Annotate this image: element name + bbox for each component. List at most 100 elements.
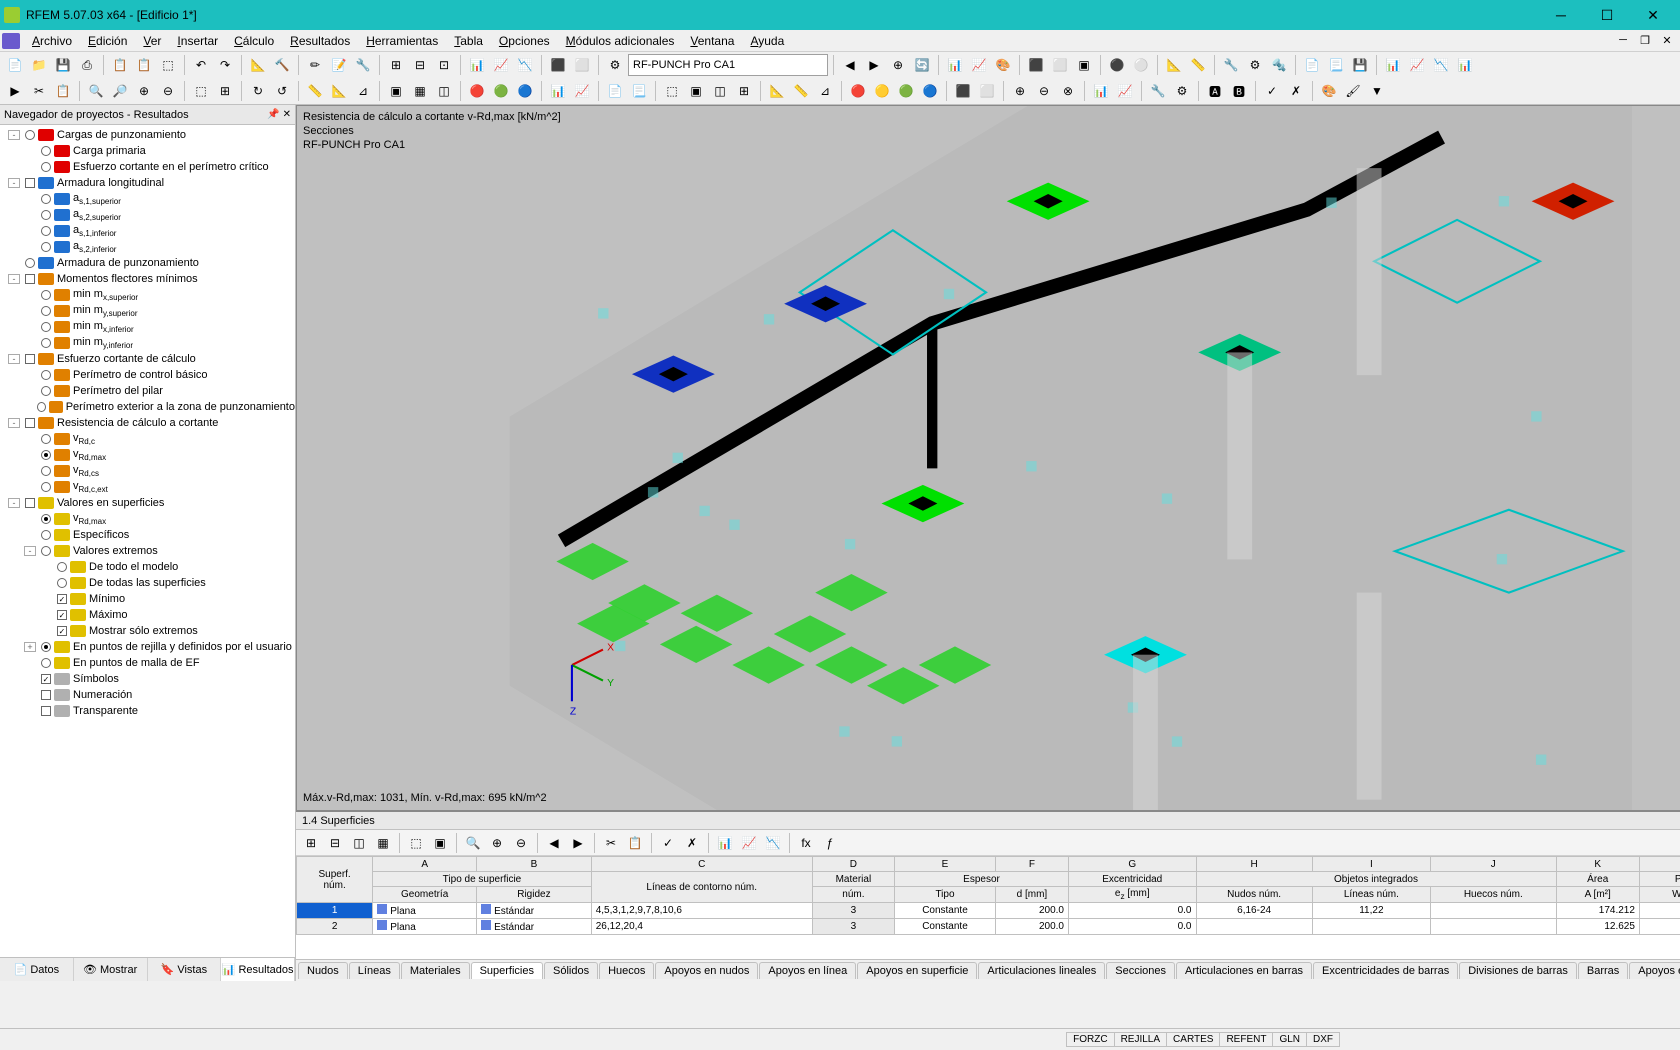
tree-item[interactable]: -Resistencia de cálculo a cortante	[0, 415, 295, 431]
toolbar-button[interactable]: 🔩	[1268, 54, 1290, 76]
menu-archivo[interactable]: Archivo	[24, 32, 80, 50]
toolbar-button[interactable]: ↶	[190, 54, 212, 76]
toolbar-button[interactable]: ⊟	[409, 54, 431, 76]
toolbar-button[interactable]: ⬚	[157, 54, 179, 76]
status-cell-gln[interactable]: GLN	[1272, 1032, 1307, 1047]
tree-item[interactable]: vRd,cs	[0, 463, 295, 479]
tree-item[interactable]: min my,inferior	[0, 335, 295, 351]
sheet-tab-apoyos-elásticos-en-barra[interactable]: Apoyos elásticos en barra	[1629, 962, 1680, 979]
table-toolbar-button[interactable]: fx	[795, 832, 817, 854]
tree-item[interactable]: Mínimo	[0, 591, 295, 607]
tree-item[interactable]: -Esfuerzo cortante de cálculo	[0, 351, 295, 367]
toolbar-button[interactable]: 🟢	[895, 80, 917, 102]
toolbar-button[interactable]: 📊	[466, 54, 488, 76]
toolbar-button[interactable]: ⊖	[1033, 80, 1055, 102]
toolbar-button[interactable]: 📊	[1090, 80, 1112, 102]
tree-item[interactable]: min mx,superior	[0, 287, 295, 303]
menu-tabla[interactable]: Tabla	[446, 32, 491, 50]
toolbar-button[interactable]: 📊	[1454, 54, 1476, 76]
toolbar-button[interactable]: ↷	[214, 54, 236, 76]
mdi-restore-button[interactable]: ❐	[1634, 34, 1656, 47]
toolbar-button[interactable]: 📋	[52, 80, 74, 102]
data-grid[interactable]: Superf.núm.ABCDEFGHIJKLMTipo de superfic…	[296, 856, 1680, 959]
mdi-close-button[interactable]: ✕	[1656, 34, 1678, 47]
table-toolbar-button[interactable]: ⊟	[324, 832, 346, 854]
toolbar-button[interactable]: ⊞	[385, 54, 407, 76]
toolbar-button[interactable]: 📉	[1430, 54, 1452, 76]
tree-item[interactable]: -Cargas de punzonamiento	[0, 127, 295, 143]
sheet-tab-nudos[interactable]: Nudos	[298, 962, 348, 979]
toolbar-button[interactable]: ◫	[709, 80, 731, 102]
toolbar-button[interactable]: 📄	[4, 54, 26, 76]
table-toolbar-button[interactable]: ▦	[372, 832, 394, 854]
viewport-3d[interactable]: XYZ Resistencia de cálculo a cortante v-…	[296, 105, 1680, 811]
minimize-button[interactable]: ─	[1538, 0, 1584, 30]
pin-icon[interactable]: 📌 ✕	[267, 109, 291, 120]
menu-cálculo[interactable]: Cálculo	[226, 32, 282, 50]
toolbar-button[interactable]: ✓	[1261, 80, 1283, 102]
toolbar-button[interactable]: ⊿	[352, 80, 374, 102]
sheet-tab-apoyos-en-superficie[interactable]: Apoyos en superficie	[857, 962, 977, 979]
tree-item[interactable]: Transparente	[0, 703, 295, 719]
tree-item[interactable]: Perímetro de control básico	[0, 367, 295, 383]
toolbar-button[interactable]: ▦	[409, 80, 431, 102]
toolbar-button[interactable]: 🔴	[847, 80, 869, 102]
toolbar-button[interactable]: 📝	[328, 54, 350, 76]
toolbar-button[interactable]: ⎙	[76, 54, 98, 76]
toolbar-button[interactable]: 💾	[1349, 54, 1371, 76]
tree-item[interactable]: Numeración	[0, 687, 295, 703]
toolbar-button[interactable]: 📊	[1382, 54, 1404, 76]
table-toolbar-button[interactable]: 📉	[762, 832, 784, 854]
toolbar-button[interactable]: 📃	[1325, 54, 1347, 76]
toolbar-button[interactable]: 🟡	[871, 80, 893, 102]
toolbar-button[interactable]: ⬚	[661, 80, 683, 102]
toolbar-button[interactable]: ⚙	[1244, 54, 1266, 76]
sheet-tab-sólidos[interactable]: Sólidos	[544, 962, 598, 979]
menu-opciones[interactable]: Opciones	[491, 32, 558, 50]
toolbar-button[interactable]: ↺	[271, 80, 293, 102]
maximize-button[interactable]: ☐	[1584, 0, 1630, 30]
table-toolbar-button[interactable]: ▣	[429, 832, 451, 854]
toolbar-button[interactable]: ⬚	[190, 80, 212, 102]
table-toolbar-button[interactable]: 🔍	[462, 832, 484, 854]
toolbar-button[interactable]: 📐	[1163, 54, 1185, 76]
toolbar-button[interactable]: 📈	[1406, 54, 1428, 76]
menu-ver[interactable]: Ver	[135, 32, 169, 50]
toolbar-button[interactable]: 🔍	[85, 80, 107, 102]
sheet-tab-divisiones-de-barras[interactable]: Divisiones de barras	[1459, 962, 1577, 979]
toolbar-button[interactable]: 📄	[1301, 54, 1323, 76]
toolbar-button[interactable]: 🖌	[1342, 80, 1364, 102]
toolbar-button[interactable]: 📊	[547, 80, 569, 102]
toolbar-button[interactable]: 📊	[944, 54, 966, 76]
toolbar-button[interactable]: ▣	[1073, 54, 1095, 76]
table-toolbar-button[interactable]: ◀	[543, 832, 565, 854]
toolbar-button[interactable]: 🔵	[514, 80, 536, 102]
toolbar-button[interactable]: ⬛	[1025, 54, 1047, 76]
toolbar-button[interactable]: ⊕	[133, 80, 155, 102]
tree-item[interactable]: as,1,superior	[0, 191, 295, 207]
tree-item[interactable]: as,1,inferior	[0, 223, 295, 239]
table-toolbar-button[interactable]: ◫	[348, 832, 370, 854]
menu-herramientas[interactable]: Herramientas	[358, 32, 446, 50]
toolbar-button[interactable]: 📉	[514, 54, 536, 76]
toolbar-button[interactable]: 📈	[571, 80, 593, 102]
table-toolbar-button[interactable]: ▶	[567, 832, 589, 854]
nav-tab-datos[interactable]: 📄Datos	[0, 958, 74, 981]
tree-item[interactable]: min my,superior	[0, 303, 295, 319]
menu-módulos-adicionales[interactable]: Módulos adicionales	[558, 32, 683, 50]
toolbar-button[interactable]: 📐	[328, 80, 350, 102]
sheet-tab-huecos[interactable]: Huecos	[599, 962, 654, 979]
tree-item[interactable]: Carga primaria	[0, 143, 295, 159]
toolbar-button[interactable]: ⊕	[887, 54, 909, 76]
toolbar-button[interactable]: 📏	[790, 80, 812, 102]
tree-item[interactable]: vRd,c,ext	[0, 479, 295, 495]
toolbar-button[interactable]: ⊖	[157, 80, 179, 102]
status-cell-forzc[interactable]: FORZC	[1066, 1032, 1114, 1047]
toolbar-button[interactable]: 🔧	[1220, 54, 1242, 76]
tree-item[interactable]: -Valores en superficies	[0, 495, 295, 511]
toolbar-button[interactable]: ▣	[685, 80, 707, 102]
toolbar-button[interactable]: ▶	[4, 80, 26, 102]
sheet-tab-articulaciones-lineales[interactable]: Articulaciones lineales	[978, 962, 1105, 979]
tree-item[interactable]: Armadura de punzonamiento	[0, 255, 295, 271]
toolbar-button[interactable]: 📈	[968, 54, 990, 76]
